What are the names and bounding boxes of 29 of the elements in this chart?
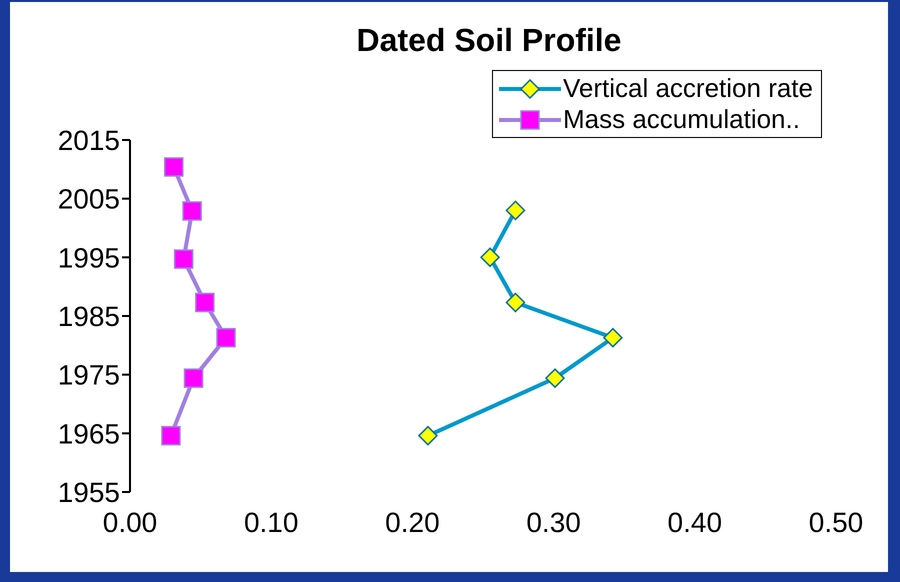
point	[480, 248, 500, 268]
point	[418, 426, 438, 446]
y-tick-label: 2015	[58, 124, 120, 156]
x-tick-label: 0.40	[668, 506, 722, 538]
y-tick-label: 1975	[58, 360, 120, 391]
y-tick-label: 2005	[58, 184, 120, 215]
point	[174, 249, 194, 269]
y-tick-label: 1995	[58, 242, 120, 274]
x-tick-label: 0.00	[102, 506, 158, 538]
y-tick-label: 1955	[58, 476, 120, 508]
point	[545, 368, 565, 388]
point	[195, 292, 215, 312]
x-tick-label: 0.10	[244, 506, 298, 538]
point	[216, 328, 236, 348]
point	[506, 200, 526, 220]
point	[506, 292, 526, 312]
legend-label: Vertical accretion rate	[562, 73, 813, 104]
point	[603, 328, 623, 348]
legend-label: Mass accumulation..	[562, 104, 800, 135]
x-tick-label: 0.30	[526, 506, 581, 538]
point	[164, 157, 184, 177]
point	[161, 426, 181, 446]
y-tick-label: 1985	[58, 300, 120, 332]
x-tick-label: 0.50	[808, 506, 864, 538]
point	[184, 368, 204, 388]
chart-title: Dated Soil Profile	[356, 22, 622, 58]
y-tick-label: 1965	[58, 418, 120, 450]
point	[182, 201, 202, 221]
x-tick-label: 0.20	[385, 506, 440, 538]
